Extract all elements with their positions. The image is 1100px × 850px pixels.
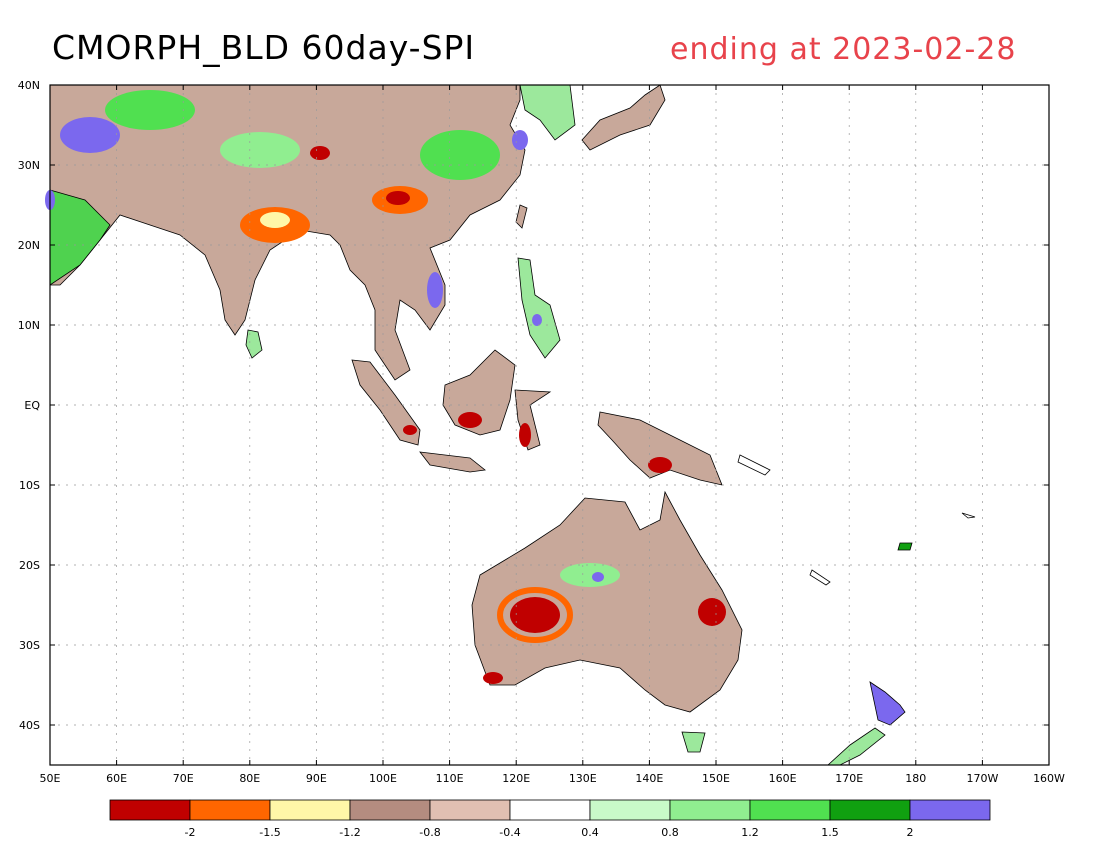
land-masses — [49, 84, 976, 766]
legend-label: -0.8 — [419, 826, 440, 839]
patch-australia-wet — [592, 572, 604, 582]
patch-png-dry — [648, 457, 672, 473]
legend-swatch — [189, 799, 271, 821]
legend-swatch — [109, 799, 191, 821]
legend-label: 1.5 — [821, 826, 839, 839]
legend-label: 0.8 — [661, 826, 679, 839]
legend-swatch — [749, 799, 831, 821]
lon-label: 170E — [835, 772, 863, 785]
lat-label: 40N — [18, 79, 40, 92]
patch-central-asia-wet — [60, 117, 120, 153]
lon-label: 170W — [966, 772, 998, 785]
map-frame — [49, 84, 1050, 766]
sumatra — [351, 359, 421, 446]
longitude-labels: 50E 60E 70E 80E 90E 100E 110E 120E 130E 140E 150E 1… — [40, 772, 1066, 785]
lat-label: 20S — [19, 559, 40, 572]
lon-label: 110E — [436, 772, 464, 785]
new-zealand-south — [826, 727, 886, 766]
japan-landmass — [581, 84, 666, 151]
lon-label: 70E — [173, 772, 194, 785]
philippines — [517, 257, 561, 359]
lon-label: 90E — [306, 772, 327, 785]
patch-sumatra-dry — [403, 425, 417, 435]
patch-tibet-severe — [310, 146, 330, 160]
patch-west-australia-dry — [510, 597, 560, 633]
legend-swatch — [829, 799, 911, 821]
new-zealand-north — [869, 681, 906, 726]
lon-label: 120E — [502, 772, 530, 785]
color-legend: -2 -1.5 -1.2 -0.8 -0.4 0.4 0.8 1.2 1.5 2 — [109, 799, 991, 839]
legend-label: -1.2 — [339, 826, 360, 839]
patch-korea-wet — [512, 130, 528, 150]
australia — [471, 490, 743, 713]
lat-label: 40S — [19, 719, 40, 732]
legend-swatch — [669, 799, 751, 821]
patch-east-china-green — [420, 130, 500, 180]
patch-borneo-dry — [458, 412, 482, 428]
taiwan — [515, 204, 528, 229]
legend-label: -2 — [185, 826, 196, 839]
patch-west-asia-green — [105, 90, 195, 130]
lon-label: 150E — [702, 772, 730, 785]
solomon-islands — [737, 454, 771, 476]
sri-lanka — [245, 329, 263, 359]
spi-anomaly-patches — [45, 90, 726, 684]
legend-label: -1.5 — [259, 826, 280, 839]
lat-label: 30N — [18, 159, 40, 172]
lon-label: 50E — [40, 772, 61, 785]
lon-label: 160E — [769, 772, 797, 785]
patch-east-australia-dry — [698, 598, 726, 626]
lon-label: 100E — [369, 772, 397, 785]
date-label: ending at 2023-02-28 — [670, 32, 1017, 67]
new-guinea — [597, 411, 723, 486]
legend-label: 0.4 — [581, 826, 599, 839]
lat-label: 10S — [19, 479, 40, 492]
patch-central-australia-green — [560, 563, 620, 587]
lat-label: EQ — [24, 399, 40, 412]
legend-swatch — [269, 799, 351, 821]
lon-label: 140E — [635, 772, 663, 785]
legend-label: -0.4 — [499, 826, 520, 839]
patch-philippines-wet — [532, 314, 542, 326]
patch-west-australia-ring — [497, 587, 573, 643]
borneo — [442, 349, 516, 436]
lat-label: 30S — [19, 639, 40, 652]
legend-swatch — [589, 799, 671, 821]
latitude-labels: 40N 30N 20N 10N EQ 10S 20S 30S 40S — [18, 79, 41, 732]
legend-swatch — [909, 799, 991, 821]
legend-label: 1.2 — [741, 826, 759, 839]
legend-label: 2 — [907, 826, 914, 839]
patch-india-dry-core — [260, 212, 290, 228]
patch-tibet-green — [220, 132, 300, 168]
gridlines — [50, 85, 1049, 765]
samoa-islands — [961, 512, 976, 519]
fiji-islands — [897, 542, 913, 551]
lon-label: 130E — [569, 772, 597, 785]
lon-label: 80E — [239, 772, 260, 785]
map-title: CMORPH_BLD 60day-SPI — [52, 28, 476, 67]
java — [419, 451, 486, 473]
lat-label: 20N — [18, 239, 40, 252]
lat-label: 10N — [18, 319, 40, 332]
tasmania — [681, 731, 706, 753]
legend-swatch — [429, 799, 511, 821]
axis-ticks — [49, 84, 1050, 765]
legend-swatch — [509, 799, 591, 821]
lon-label: 180 — [905, 772, 926, 785]
new-caledonia — [809, 569, 831, 586]
legend-swatch — [349, 799, 431, 821]
patch-china-severe — [386, 191, 410, 205]
korea-landmass — [519, 84, 576, 141]
patch-indochina-wet — [427, 272, 443, 308]
patch-southwest-australia-dry — [483, 672, 503, 684]
lon-label: 60E — [106, 772, 127, 785]
lon-label: 160W — [1033, 772, 1065, 785]
patch-sulawesi-dry — [519, 423, 531, 447]
